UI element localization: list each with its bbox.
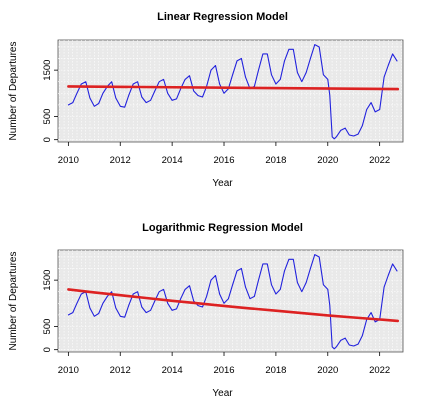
regression-fit-line <box>67 85 400 91</box>
y-tick-label: 0 <box>42 137 53 142</box>
plot-area <box>57 39 404 143</box>
grid-lines <box>58 40 403 142</box>
x-tick-label: 2010 <box>58 365 79 376</box>
x-tick-label: 2014 <box>162 365 183 376</box>
chart-title: Logarithmic Regression Model <box>142 222 303 234</box>
x-tick-label: 2016 <box>213 365 234 376</box>
x-axis-label: Year <box>212 388 233 399</box>
y-tick-label: 500 <box>42 109 53 125</box>
chart-panel-2: Logarithmic Regression Model 2010 2012 2014… <box>8 222 404 399</box>
regression-fit-line <box>67 288 400 323</box>
x-tick-label: 2018 <box>265 365 286 376</box>
x-tick-label: 2020 <box>317 155 338 166</box>
x-tick-label: 2012 <box>110 365 131 376</box>
x-tick-label: 2012 <box>110 155 131 166</box>
x-tick-label: 2010 <box>58 155 79 166</box>
y-tick-label: 0 <box>42 347 53 352</box>
y-axis-label: Number of Departures <box>8 42 19 141</box>
departures-series-line <box>67 254 398 350</box>
y-tick-label: 500 <box>42 319 53 335</box>
x-tick-label: 2018 <box>265 155 286 166</box>
y-axis-label: Number of Departures <box>8 252 19 351</box>
x-tick-label: 2022 <box>369 155 390 166</box>
x-tick-label: 2022 <box>369 365 390 376</box>
chart-title: Linear Regression Model <box>157 11 288 23</box>
x-axis-label: Year <box>212 178 233 189</box>
y-tick-label: 1500 <box>42 60 53 81</box>
y-tick-label: 1500 <box>42 270 53 291</box>
grid-lines <box>58 250 403 352</box>
chart-panel-1: Linear Regression Model 2010 2012 2014 2016 2… <box>8 11 404 189</box>
departures-series-line <box>67 44 398 140</box>
x-tick-label: 2016 <box>213 155 234 166</box>
plot-area <box>57 249 404 353</box>
x-tick-label: 2014 <box>162 155 183 166</box>
x-tick-label: 2020 <box>317 365 338 376</box>
